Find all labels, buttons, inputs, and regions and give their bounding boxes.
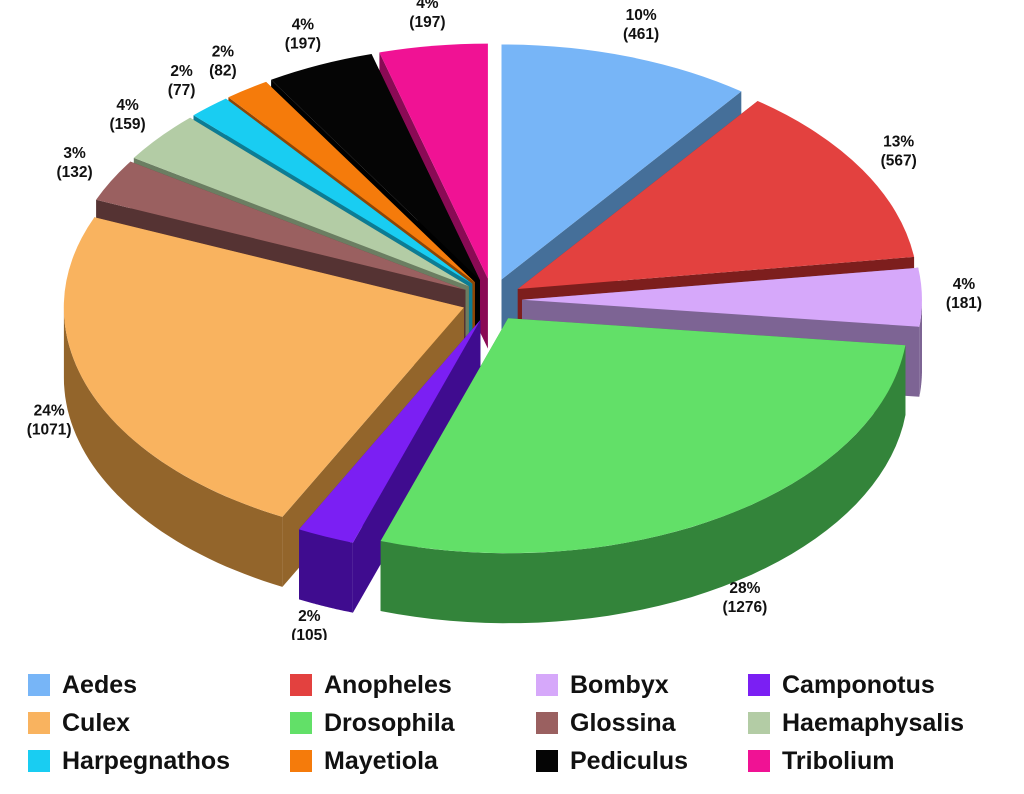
legend-item-harpegnathos: Harpegnathos (28, 744, 230, 778)
data-label-percent-anopheles: 13% (883, 134, 914, 151)
data-label-count-drosophila: (1276) (722, 599, 767, 616)
pie-labels: 10% (461)13% (567)4% (181)28% (1276)2% (105)2… (27, 0, 982, 640)
data-label-harpegnathos: 2% (77) (168, 63, 196, 99)
data-label-percent-culex: 24% (34, 402, 65, 419)
data-label-percent-glossina: 3% (63, 145, 86, 162)
data-label-percent-harpegnathos: 2% (170, 63, 193, 80)
data-label-pediculus: 4% (197) (285, 16, 321, 52)
legend-label-mayetiola: Mayetiola (324, 746, 438, 775)
legend-label-anopheles: Anopheles (324, 670, 452, 699)
data-label-count-culex: (1071) (27, 421, 72, 438)
legend-label-haemaphysalis: Haemaphysalis (782, 708, 965, 737)
slice-outer-wall-drosophila (380, 345, 906, 624)
data-label-glossina: 3% (132) (57, 145, 93, 181)
legend-swatch-harpegnathos (28, 750, 50, 772)
data-label-count-haemaphysalis: (159) (110, 116, 146, 133)
data-label-percent-haemaphysalis: 4% (116, 97, 139, 114)
legend-item-mayetiola: Mayetiola (290, 744, 438, 778)
data-label-haemaphysalis: 4% (159) (110, 97, 146, 133)
legend-swatch-bombyx (536, 674, 558, 696)
data-label-count-harpegnathos: (77) (168, 82, 196, 99)
data-label-count-anopheles: (567) (881, 153, 917, 170)
data-label-anopheles: 13% (567) (881, 134, 917, 170)
slice-outer-wall-camponotus (299, 529, 353, 613)
legend-label-glossina: Glossina (570, 708, 676, 737)
slice-harpegnathos (193, 98, 473, 284)
legend-swatch-tribolium (748, 750, 770, 772)
pie-chart: 10% (461)13% (567)4% (181)28% (1276)2% (105)2… (27, 0, 982, 640)
data-label-count-pediculus: (197) (285, 35, 321, 52)
legend-label-bombyx: Bombyx (570, 670, 669, 699)
data-label-count-camponotus: (105) (291, 627, 327, 640)
pie-tops (63, 43, 922, 554)
legend-swatch-pediculus (536, 750, 558, 772)
legend-label-harpegnathos: Harpegnathos (62, 746, 231, 775)
legend-item-pediculus: Pediculus (536, 744, 688, 778)
legend-label-pediculus: Pediculus (570, 746, 689, 775)
legend-item-bombyx: Bombyx (536, 668, 669, 702)
data-label-aedes: 10% (461) (623, 7, 659, 43)
legend-item-tribolium: Tribolium (748, 744, 895, 778)
legend-swatch-camponotus (748, 674, 770, 696)
data-label-percent-camponotus: 2% (298, 608, 321, 625)
slice-culex (63, 217, 464, 517)
slice-outer-wall-culex (63, 307, 283, 587)
slice-drosophila (380, 318, 906, 554)
legend-swatch-aedes (28, 674, 50, 696)
legend-item-camponotus: Camponotus (748, 668, 935, 702)
data-label-count-aedes: (461) (623, 26, 659, 43)
data-label-count-mayetiola: (82) (209, 63, 237, 80)
legend-item-drosophila: Drosophila (290, 706, 455, 740)
data-label-percent-bombyx: 4% (953, 276, 976, 293)
data-label-culex: 24% (1071) (27, 402, 72, 438)
slice-tribolium (379, 43, 488, 279)
legend-swatch-anopheles (290, 674, 312, 696)
legend-label-aedes: Aedes (62, 670, 138, 699)
legend-swatch-glossina (536, 712, 558, 734)
legend-label-camponotus: Camponotus (782, 670, 935, 699)
legend-label-drosophila: Drosophila (324, 708, 455, 737)
slice-aedes (501, 44, 742, 280)
data-label-percent-pediculus: 4% (292, 16, 315, 33)
chart-legend: Aedes Anopheles Bombyx Camponotus Culex Droso… (28, 668, 1008, 786)
data-label-count-tribolium: (197) (409, 14, 445, 31)
data-label-percent-drosophila: 28% (729, 580, 760, 597)
slice-haemaphysalis (133, 117, 469, 287)
data-label-percent-mayetiola: 2% (212, 44, 235, 61)
slice-glossina (96, 161, 466, 290)
legend-item-haemaphysalis: Haemaphysalis (748, 706, 964, 740)
data-label-camponotus: 2% (105) (291, 608, 327, 640)
slice-anopheles (517, 101, 915, 289)
slice-outer-wall-bombyx (919, 299, 922, 397)
slice-mayetiola (228, 81, 475, 283)
legend-item-culex: Culex (28, 706, 130, 740)
data-label-tribolium: 4% (197) (409, 0, 445, 31)
data-label-count-bombyx: (181) (946, 295, 982, 312)
legend-swatch-drosophila (290, 712, 312, 734)
legend-item-aedes: Aedes (28, 668, 137, 702)
legend-swatch-haemaphysalis (748, 712, 770, 734)
data-label-drosophila: 28% (1276) (722, 580, 767, 616)
legend-swatch-culex (28, 712, 50, 734)
slice-bombyx (522, 267, 922, 327)
slice-camponotus (299, 319, 481, 543)
data-label-bombyx: 4% (181) (946, 276, 982, 312)
legend-item-glossina: Glossina (536, 706, 676, 740)
legend-label-tribolium: Tribolium (782, 746, 895, 775)
slice-pediculus (271, 54, 480, 281)
data-label-percent-tribolium: 4% (416, 0, 439, 12)
data-label-count-glossina: (132) (57, 164, 93, 181)
data-label-mayetiola: 2% (82) (209, 44, 237, 80)
legend-swatch-mayetiola (290, 750, 312, 772)
legend-label-culex: Culex (62, 708, 131, 737)
legend-item-anopheles: Anopheles (290, 668, 452, 702)
data-label-percent-aedes: 10% (626, 7, 657, 24)
